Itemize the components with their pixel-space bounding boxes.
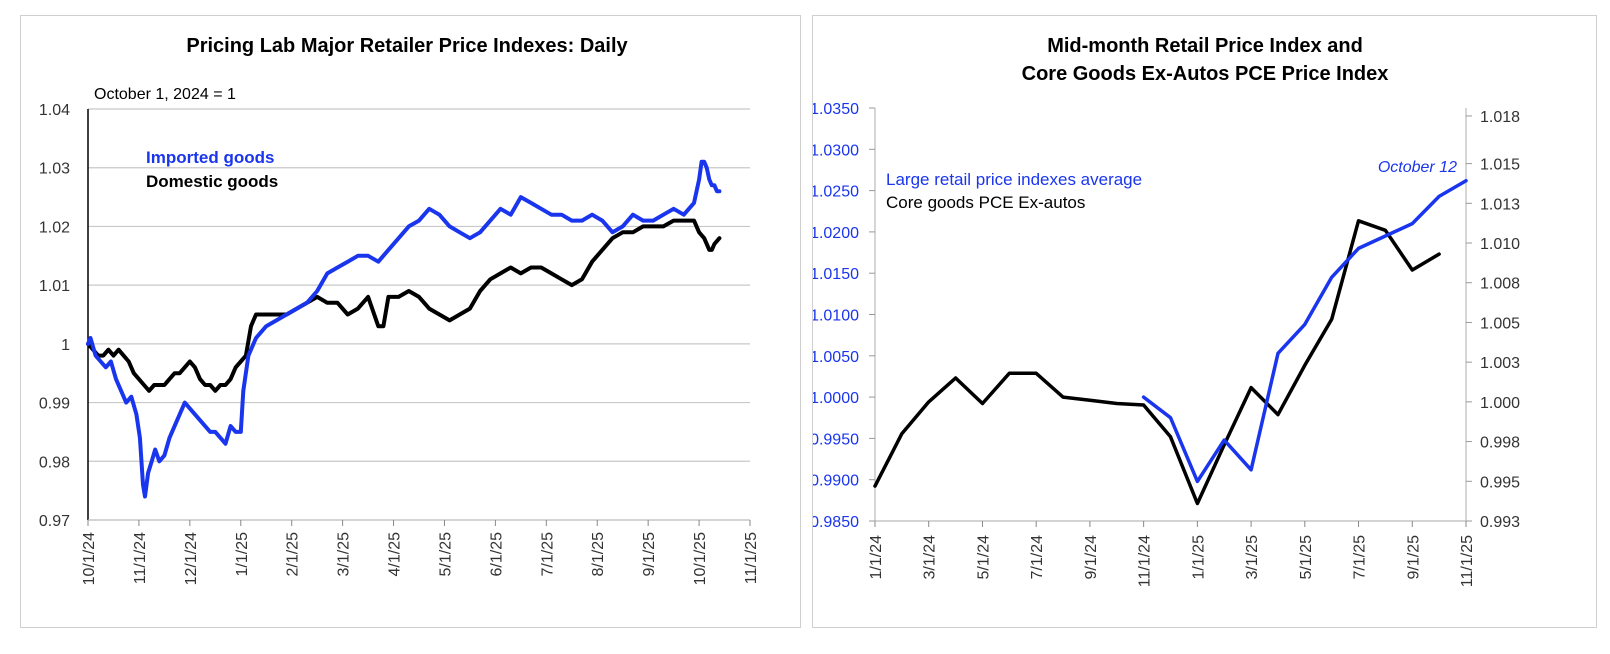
x-tick-label: 1/1/25 (1190, 535, 1207, 580)
right-y-tick-label: 1.013 (1480, 196, 1520, 213)
axes (869, 107, 1472, 527)
x-tick-label: 6/1/25 (488, 532, 505, 577)
x-tick-label: 1/1/25 (234, 532, 251, 577)
x-tick-label: 11/1/24 (1137, 535, 1154, 587)
x-tick-label: 1/1/24 (868, 535, 885, 580)
left-y-tick-label: 1.0300 (813, 142, 859, 159)
series-lines (873, 178, 1468, 506)
x-tick-label: 2/1/25 (285, 532, 302, 577)
x-tick-labels: 10/1/24 11/1/24 12/1/24 1/1/25 2/1/25 3/1/25 4… (81, 532, 760, 585)
left-y-tick-label: 1.0350 (813, 101, 859, 118)
x-tick-label: 9/1/25 (641, 532, 658, 577)
series-lines (86, 159, 722, 499)
x-tick-label: 8/1/25 (590, 532, 607, 577)
october-12-annotation: October 12 (1378, 159, 1457, 176)
right-y-tick-label: 1.015 (1480, 157, 1520, 174)
legend-imported-goods: Imported goods (146, 148, 274, 167)
x-tick-label: 5/1/24 (975, 535, 992, 580)
right-y-tick-label: 0.995 (1480, 474, 1520, 491)
right-y-tick-labels: 0.993 0.995 0.998 1.000 1.003 1.005 1.008 1.010… (1480, 109, 1520, 531)
left-y-tick-label: 1.0250 (813, 184, 859, 201)
y-tick-labels: 0.97 0.98 0.99 1 1.01 1.02 1.03 1.04 (39, 102, 70, 530)
x-tick-label: 9/1/25 (1405, 535, 1422, 580)
x-tick-label: 11/1/25 (1459, 535, 1476, 587)
x-tick-label: 11/1/24 (132, 532, 149, 584)
legend-domestic-goods: Domestic goods (146, 172, 278, 191)
right-y-tick-label: 1.005 (1480, 315, 1520, 332)
base-date-note: October 1, 2024 = 1 (94, 86, 236, 103)
right-y-tick-label: 0.998 (1480, 435, 1520, 452)
left-y-tick-label: 1.0200 (813, 225, 859, 242)
y-tick-label: 0.98 (39, 454, 70, 471)
right-y-tick-label: 0.993 (1480, 514, 1520, 531)
left-chart-panel: Pricing Lab Major Retailer Price Indexes… (20, 15, 801, 628)
series-line-domestic-goods (86, 218, 722, 393)
right-chart-panel: Mid-month Retail Price Index and Core Go… (812, 15, 1597, 628)
x-tick-label: 5/1/25 (437, 532, 454, 577)
y-tick-label: 0.99 (39, 396, 70, 413)
x-tick-label: 9/1/24 (1083, 535, 1100, 580)
x-tick-label: 5/1/25 (1298, 535, 1315, 580)
series-line-large-retail-price-indexes-average (1141, 178, 1468, 484)
left-y-tick-label: 1.0050 (813, 349, 859, 366)
left-y-tick-label: 0.9900 (813, 473, 859, 490)
x-tick-label: 4/1/25 (387, 532, 404, 577)
right-y-tick-label: 1.008 (1480, 276, 1520, 293)
x-tick-label: 7/1/25 (539, 532, 556, 577)
x-tick-label: 7/1/25 (1352, 535, 1369, 580)
chart-title-line-2: Core Goods Ex-Autos PCE Price Index (1022, 63, 1389, 85)
left-y-tick-label: 0.9850 (813, 514, 859, 531)
chart-title: Pricing Lab Major Retailer Price Indexes… (186, 35, 628, 57)
y-tick-label: 1.04 (39, 102, 70, 119)
x-tick-label: 10/1/24 (81, 532, 98, 585)
chart-title-line-1: Mid-month Retail Price Index and (1047, 35, 1363, 57)
y-tick-label: 1.02 (39, 219, 70, 236)
x-tick-label: 3/1/24 (922, 535, 939, 580)
legend-large-retail: Large retail price indexes average (886, 170, 1142, 189)
right-y-tick-label: 1.018 (1480, 109, 1520, 126)
gridlines (88, 108, 750, 462)
daily-price-index-chart: Pricing Lab Major Retailer Price Indexes… (39, 35, 760, 585)
x-tick-label: 3/1/25 (1244, 535, 1261, 580)
left-y-tick-label: 0.9950 (813, 431, 859, 448)
x-tick-label: 3/1/25 (336, 532, 353, 577)
x-tick-label: 10/1/25 (692, 532, 709, 585)
x-tick-label: 12/1/24 (183, 532, 200, 585)
left-y-tick-labels: 0.9850 0.9900 0.9950 1.0000 1.0050 1.0100 1.01… (813, 101, 859, 531)
x-tick-label: 7/1/24 (1029, 535, 1046, 580)
y-tick-label: 1.03 (39, 161, 70, 178)
y-tick-label: 0.97 (39, 513, 70, 530)
right-y-tick-label: 1.000 (1480, 395, 1520, 412)
x-tick-labels: 1/1/24 3/1/24 5/1/24 7/1/24 9/1/24 11/1/24 1/1… (868, 535, 1476, 587)
right-y-tick-label: 1.010 (1480, 236, 1520, 253)
series-line-core-goods-pce-ex-autos (873, 219, 1441, 506)
x-tick-label: 11/1/25 (743, 532, 760, 584)
mid-month-index-chart: Mid-month Retail Price Index and Core Go… (813, 35, 1520, 587)
right-y-tick-label: 1.003 (1480, 355, 1520, 372)
left-y-tick-label: 1.0100 (813, 308, 859, 325)
axes (87, 109, 751, 526)
left-y-tick-label: 1.0000 (813, 390, 859, 407)
left-y-tick-label: 1.0150 (813, 266, 859, 283)
y-tick-label: 1.01 (39, 278, 70, 295)
series-line-imported-goods (86, 159, 722, 499)
y-tick-label: 1 (61, 337, 70, 354)
legend-core-goods-pce: Core goods PCE Ex-autos (886, 193, 1085, 212)
